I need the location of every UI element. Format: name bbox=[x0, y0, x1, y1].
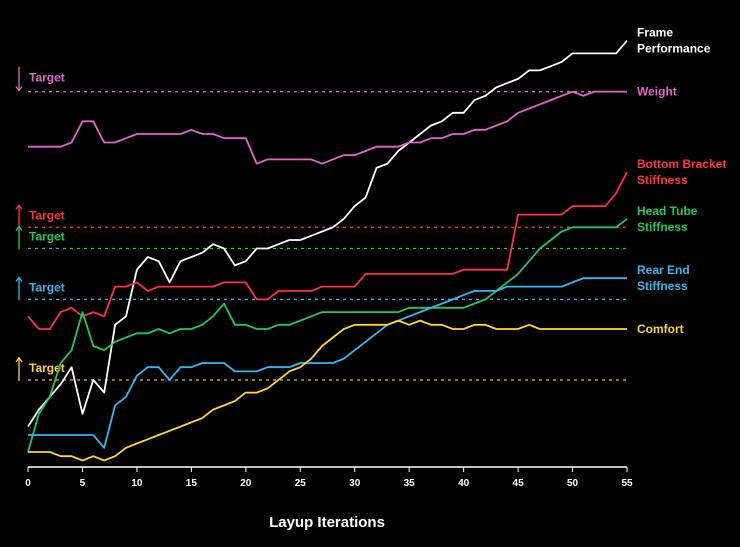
x-tick-label: 5 bbox=[80, 478, 86, 489]
series-line bbox=[28, 277, 627, 449]
target-arrow-up-icon bbox=[15, 225, 23, 250]
x-tick-label: 0 bbox=[25, 478, 31, 489]
x-tick-label: 10 bbox=[131, 478, 143, 489]
series-labels: Frame Performance Weight Bottom Bracket Stif… bbox=[637, 26, 726, 336]
series-line bbox=[27, 40, 628, 428]
series-line bbox=[27, 171, 628, 330]
series-line bbox=[28, 90, 627, 165]
x-tick-label: 30 bbox=[349, 478, 361, 489]
target-arrow-up-icon bbox=[15, 276, 23, 301]
x-tick-label: 15 bbox=[186, 478, 198, 489]
x-tick-label: 45 bbox=[513, 478, 525, 489]
series-label: Comfort bbox=[637, 322, 684, 336]
series-line bbox=[28, 319, 627, 462]
series-label: Weight bbox=[637, 85, 677, 99]
target-label: Target bbox=[29, 229, 65, 243]
target-arrow-down-icon bbox=[15, 66, 23, 92]
target-arrow-up-icon bbox=[15, 356, 23, 381]
x-tick-label: 50 bbox=[567, 478, 579, 489]
series-label: Head Tube Stiffness bbox=[637, 204, 698, 234]
target-lines: Target Target Target Target Target bbox=[15, 66, 627, 381]
target-label: Target bbox=[29, 71, 65, 85]
x-axis-ticks: 0 5 10 15 20 25 30 35 40 45 50 55 bbox=[25, 467, 633, 489]
series-label: Rear End Stiffness bbox=[637, 263, 690, 293]
series-label: Frame Performance bbox=[637, 26, 711, 56]
target-label: Target bbox=[29, 280, 65, 294]
series-lines bbox=[27, 40, 628, 462]
series-line bbox=[27, 218, 628, 453]
x-tick-label: 20 bbox=[240, 478, 252, 489]
target-arrow-up-icon bbox=[15, 204, 23, 229]
x-axis-label: Layup Iterations bbox=[269, 514, 385, 531]
target-label: Target bbox=[29, 208, 65, 222]
x-tick-label: 35 bbox=[404, 478, 416, 489]
x-tick-label: 25 bbox=[295, 478, 307, 489]
x-tick-label: 40 bbox=[458, 478, 470, 489]
series-label: Bottom Bracket Stiffness bbox=[637, 157, 726, 187]
x-tick-label: 55 bbox=[621, 478, 633, 489]
target-label: Target bbox=[29, 361, 65, 375]
